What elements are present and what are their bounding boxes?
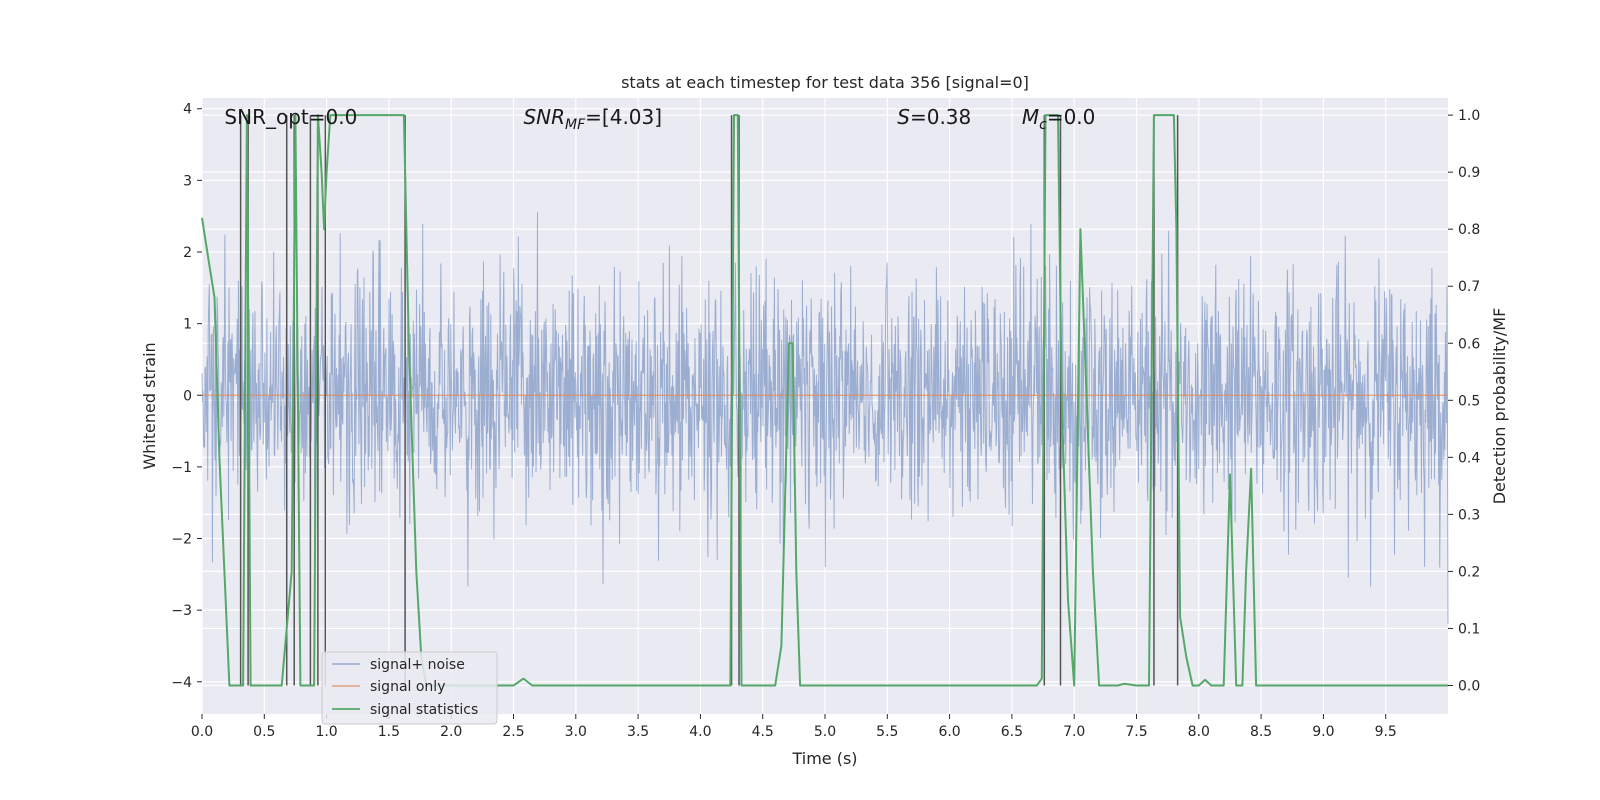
x-tick-label: 0.5 <box>253 724 275 740</box>
y-right-tick-label: 0.4 <box>1458 450 1480 466</box>
signal-noise-series <box>201 212 1449 625</box>
y-right-tick-label: 0.6 <box>1458 336 1480 352</box>
annotation-2: S=0.38 <box>897 105 971 129</box>
x-tick-label: 1.5 <box>378 724 400 740</box>
x-tick-label: 9.0 <box>1312 724 1334 740</box>
x-tick-label: 5.0 <box>814 724 836 740</box>
y-right-tick-label: 0.2 <box>1458 564 1480 580</box>
x-tick-label: 6.5 <box>1001 724 1023 740</box>
signal-statistics-line <box>201 114 1448 687</box>
y-right-tick-label: 0.0 <box>1458 678 1480 694</box>
y-tick-label: −2 <box>171 532 192 548</box>
y-tick-label: 4 <box>183 102 192 118</box>
y-axis-ticks: −4 −3 −2 −1 0 1 2 3 4 <box>171 102 202 691</box>
y-right-axis-label: Detection probability/MF <box>1490 308 1509 505</box>
y-tick-label: 2 <box>183 245 192 261</box>
annotation-3: Mc=0.0 <box>1022 105 1096 133</box>
x-tick-label: 3.5 <box>627 724 649 740</box>
y-right-tick-label: 0.3 <box>1458 507 1480 523</box>
y-right-tick-label: 0.5 <box>1458 393 1480 409</box>
y-tick-label: −3 <box>171 603 192 619</box>
x-axis-label: Time (s) <box>791 749 857 768</box>
x-tick-label: 1.0 <box>315 724 337 740</box>
legend-label-signal-only: signal only <box>370 679 445 695</box>
annotation-0: SNR_opt=0.0 <box>224 105 357 129</box>
x-tick-label: 2.5 <box>502 724 524 740</box>
x-axis-ticks: 0.0 0.5 1.0 1.5 2.0 2.5 3.0 3.5 4.0 4.5 5.0 5.5 6.0 6… <box>191 714 1397 740</box>
x-tick-label: 4.0 <box>689 724 711 740</box>
x-tick-label: 7.5 <box>1125 724 1147 740</box>
y-tick-label: 3 <box>183 173 192 189</box>
y-right-tick-label: 0.7 <box>1458 279 1480 295</box>
x-tick-label: 5.5 <box>876 724 898 740</box>
legend-box <box>321 651 498 725</box>
x-tick-label: 7.0 <box>1063 724 1085 740</box>
legend-label-signal-noise: signal+ noise <box>370 657 465 673</box>
x-tick-label: 8.0 <box>1188 724 1210 740</box>
annotations: SNR_opt=0.0 SNRMF=[4.03] S=0.38 Mc=0.0 <box>224 105 1095 133</box>
signal-statistics-series <box>201 114 1448 687</box>
x-tick-label: 0.0 <box>191 724 213 740</box>
y-tick-label: −4 <box>171 675 192 691</box>
x-tick-label: 4.5 <box>752 724 774 740</box>
y-tick-label: 1 <box>183 317 192 333</box>
x-tick-label: 2.0 <box>440 724 462 740</box>
signal-noise-line <box>201 212 1449 625</box>
x-tick-label: 6.0 <box>938 724 960 740</box>
chart-title: stats at each timestep for test data 356… <box>621 73 1029 92</box>
annotation-1: SNRMF=[4.03] <box>523 105 662 133</box>
legend-label-signal-statistics: signal statistics <box>370 702 478 718</box>
y-tick-label: 0 <box>183 388 192 404</box>
y-right-axis-ticks: 0.0 0.1 0.2 0.3 0.4 0.5 0.6 0.7 0.8 0.9 1.0 <box>1448 108 1480 694</box>
y-right-tick-label: 1.0 <box>1458 108 1480 124</box>
x-tick-label: 3.0 <box>565 724 587 740</box>
y-right-tick-label: 0.9 <box>1458 165 1480 181</box>
x-tick-label: 8.5 <box>1250 724 1272 740</box>
y-tick-label: −1 <box>171 460 192 476</box>
y-right-tick-label: 0.1 <box>1458 621 1480 637</box>
y-right-tick-label: 0.8 <box>1458 222 1480 238</box>
legend: signal+ noise signal only signal statist… <box>321 651 498 725</box>
x-tick-label: 9.5 <box>1375 724 1397 740</box>
y-axis-label: Whitened strain <box>140 342 159 469</box>
